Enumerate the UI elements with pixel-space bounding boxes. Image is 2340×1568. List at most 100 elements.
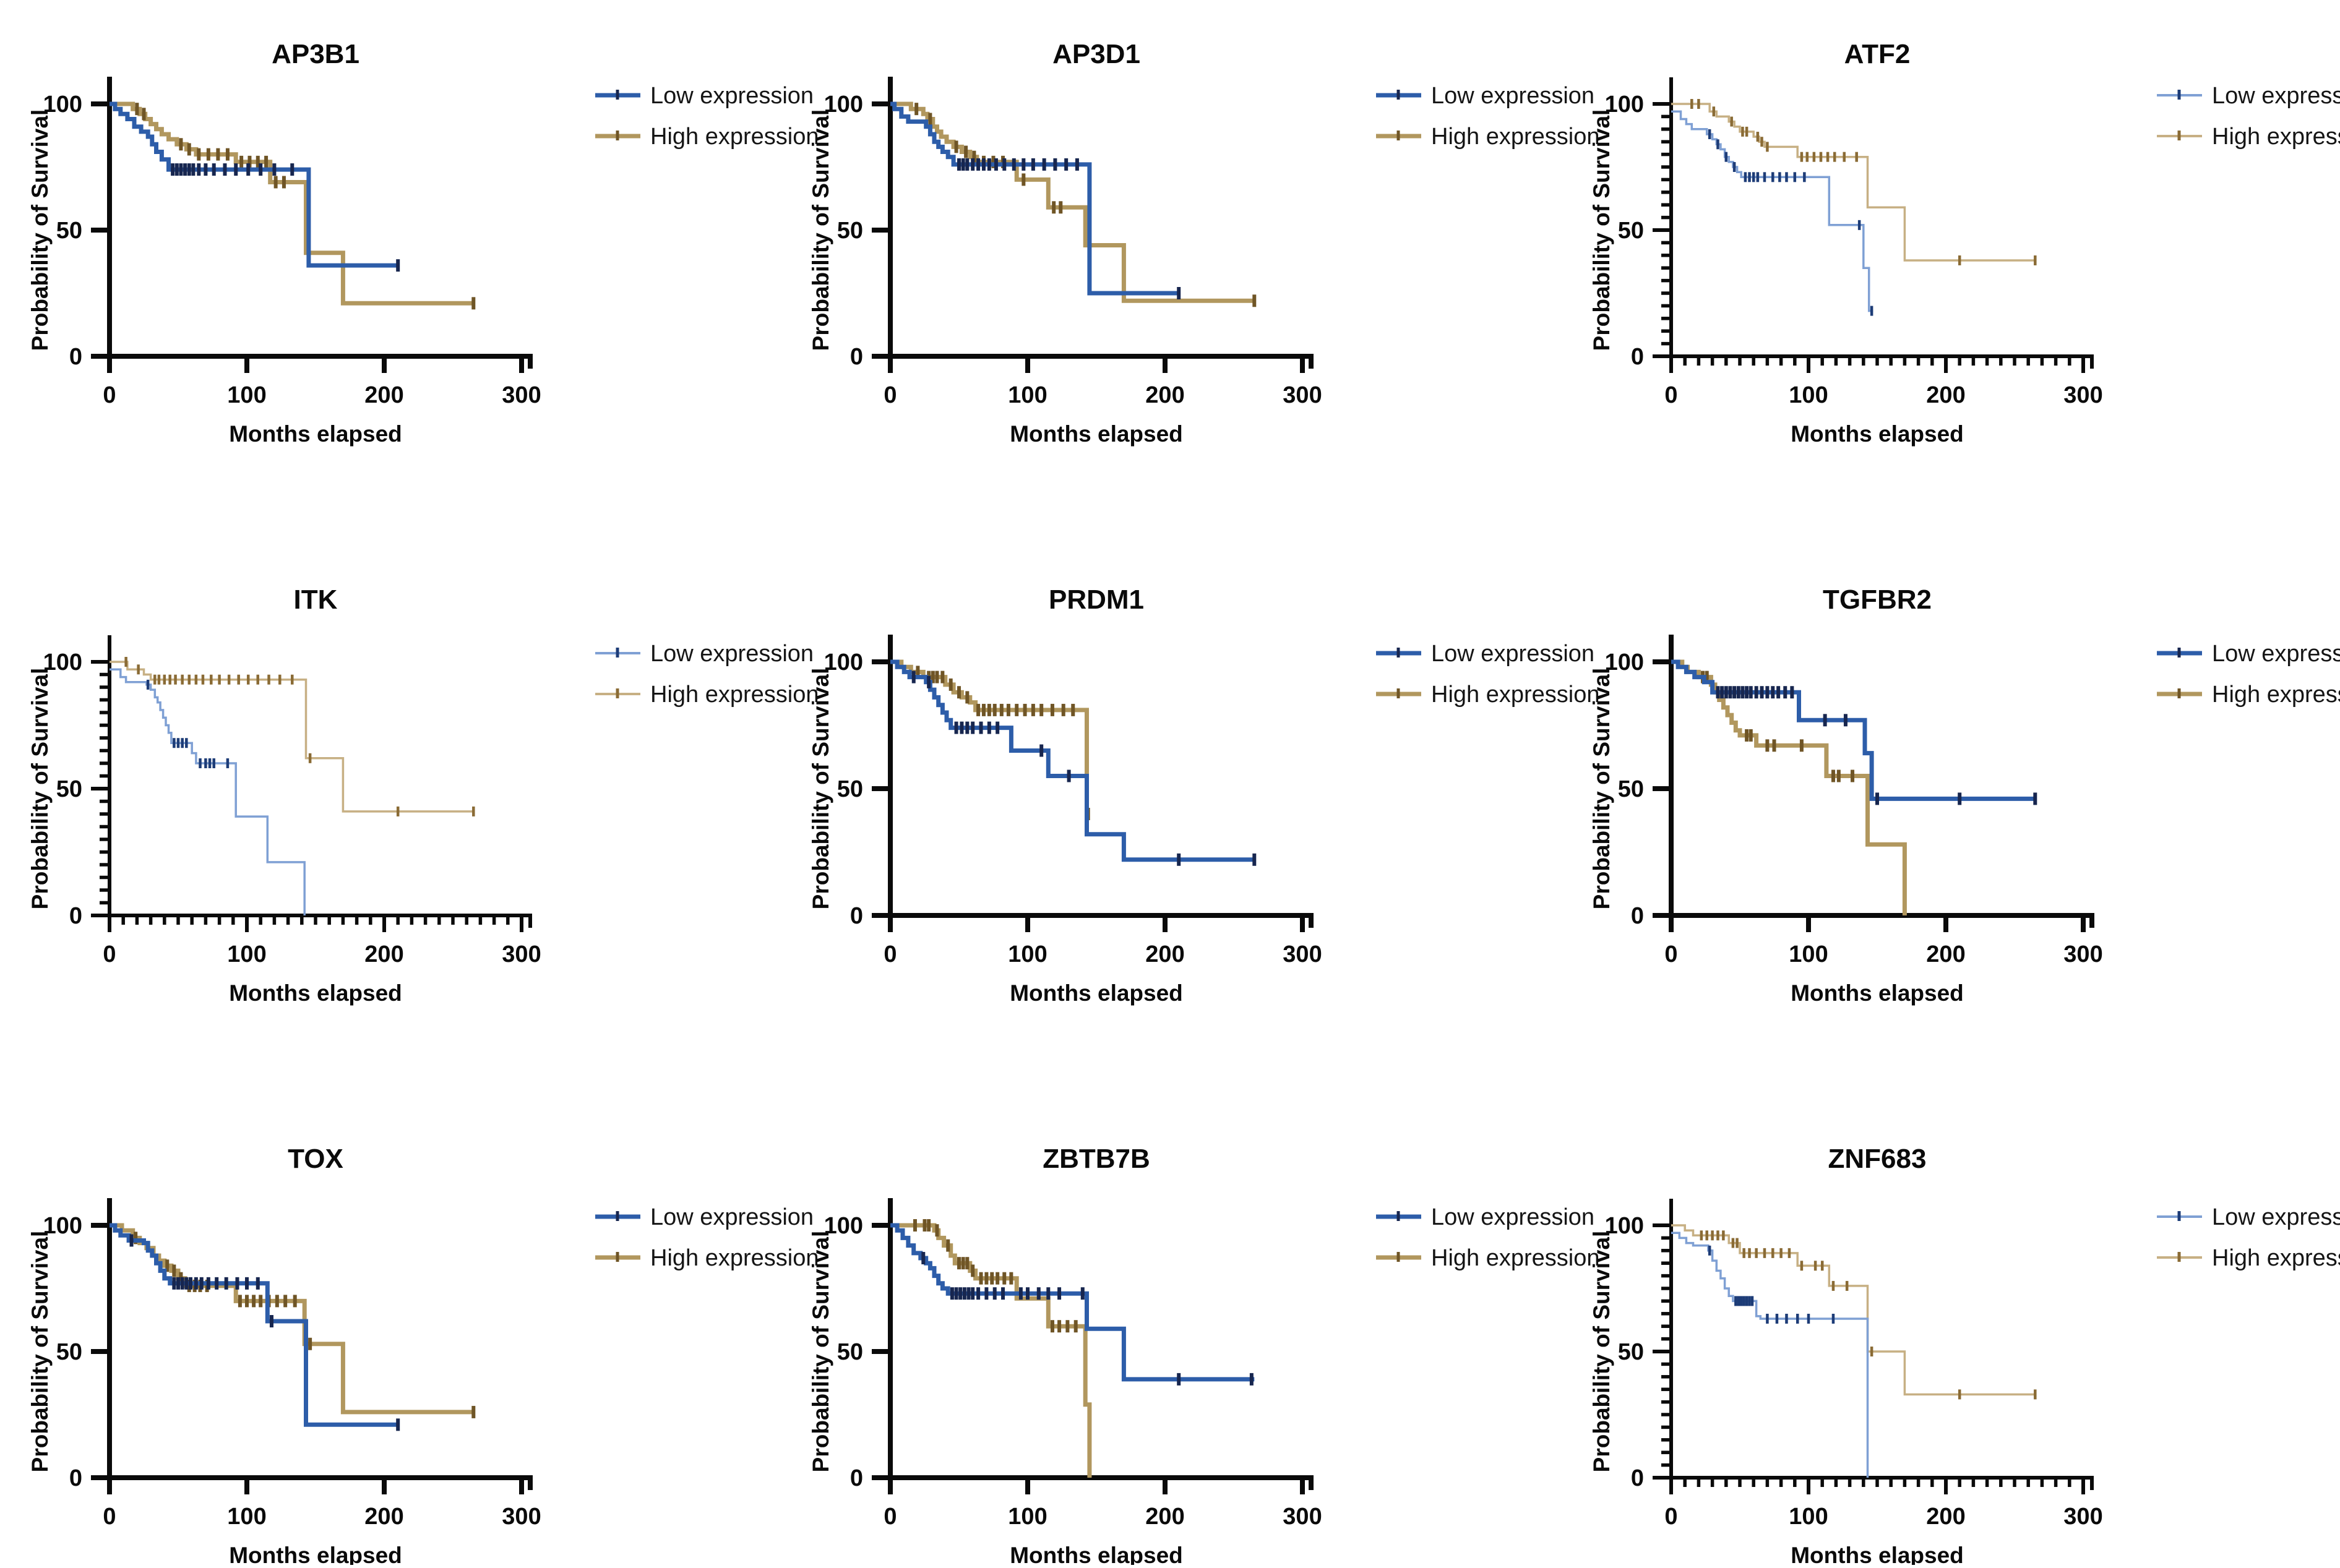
- censor-ticks-low: [146, 679, 230, 768]
- y-axis-title: Probability of Survival: [27, 1231, 53, 1473]
- legend-label-low: Low expression: [650, 83, 814, 109]
- panel-title-AP3D1: AP3D1: [1052, 39, 1140, 69]
- km-curve-low-expression: [110, 101, 398, 268]
- axes: [886, 1198, 1314, 1480]
- svg-text:100: 100: [1605, 92, 1644, 118]
- x-axis-title: Months elapsed: [229, 421, 402, 447]
- svg-text:100: 100: [1789, 941, 1828, 967]
- svg-text:200: 200: [364, 1504, 403, 1530]
- legend-item-low-expression: Low expression: [1376, 83, 1594, 109]
- censor-ticks-low: [921, 1252, 1254, 1386]
- km-curve-high-expression: [1671, 659, 1907, 915]
- svg-text:50: 50: [1618, 1339, 1644, 1365]
- tick-labels: 0 50 100 0 100 200 300: [43, 92, 541, 408]
- censor-ticks-high: [916, 666, 1090, 820]
- x-major-ticks: [1669, 356, 2085, 373]
- legend-item-high-expression: High expression: [595, 1245, 819, 1271]
- svg-text:100: 100: [227, 382, 266, 408]
- svg-text:100: 100: [824, 92, 863, 118]
- legend-item-low-expression: Low expression: [1376, 641, 1594, 667]
- censor-ticks-low: [1716, 686, 2037, 805]
- svg-text:0: 0: [1664, 1504, 1677, 1530]
- x-axis-title: Months elapsed: [1791, 421, 1964, 447]
- km-curve-low-expression: [1671, 659, 2036, 801]
- x-major-ticks: [107, 356, 524, 373]
- x-axis-title: Months elapsed: [1010, 980, 1183, 1006]
- svg-text:100: 100: [227, 1504, 266, 1530]
- minor-ticks: [1661, 114, 2071, 366]
- x-axis-title: Months elapsed: [229, 1543, 402, 1565]
- y-axis-title: Probability of Survival: [808, 1231, 833, 1473]
- km-survival-figure-grid: AP3B1 0 50 100 0 100 200 300 Months elapsed Proba…: [25, 10, 2340, 1568]
- svg-text:0: 0: [103, 941, 116, 967]
- axes: [886, 77, 1314, 359]
- censor-ticks-low: [1708, 129, 1873, 316]
- panel-TGFBR2: TGFBR2 0 50 100 0 100 200 300 Months elapsed Prob…: [1589, 585, 2340, 1006]
- svg-text:100: 100: [824, 649, 863, 675]
- panel-AP3B1: AP3B1 0 50 100 0 100 200 300 Months elapsed Proba…: [27, 39, 819, 447]
- panel-title-TGFBR2: TGFBR2: [1823, 585, 1932, 615]
- x-axis-title: Months elapsed: [1010, 1543, 1183, 1565]
- svg-text:100: 100: [1789, 382, 1828, 408]
- svg-text:300: 300: [502, 1504, 541, 1530]
- legend-item-high-expression: High expression: [2157, 1245, 2340, 1271]
- y-major-ticks: [91, 101, 110, 359]
- legend-item-high-expression: High expression: [595, 682, 819, 708]
- svg-text:0: 0: [103, 382, 116, 408]
- svg-text:200: 200: [1926, 382, 1965, 408]
- svg-text:200: 200: [1145, 1504, 1184, 1530]
- svg-text:0: 0: [1664, 941, 1677, 967]
- legend-label-low: Low expression: [2212, 1204, 2340, 1230]
- svg-text:100: 100: [43, 649, 82, 675]
- svg-text:100: 100: [824, 1213, 863, 1239]
- legend-item-low-expression: Low expression: [595, 1204, 814, 1230]
- legend-item-high-expression: High expression: [1376, 124, 1599, 150]
- svg-text:100: 100: [43, 92, 82, 118]
- legend-item-low-expression: Low expression: [2157, 641, 2340, 667]
- svg-text:100: 100: [1008, 941, 1047, 967]
- svg-text:50: 50: [837, 776, 863, 802]
- tick-labels: 0 50 100 0 100 200 300: [1605, 649, 2103, 967]
- svg-text:0: 0: [884, 1504, 897, 1530]
- svg-text:100: 100: [227, 941, 266, 967]
- svg-text:50: 50: [837, 218, 863, 244]
- censor-ticks-high: [913, 1219, 1078, 1333]
- legend-label-low: Low expression: [2212, 641, 2340, 667]
- legend-label-high: High expression: [1431, 682, 1599, 708]
- svg-text:200: 200: [1926, 941, 1965, 967]
- panel-ATF2: ATF2 0 50 100 0 100 200 300 Months elapsed Probab…: [1589, 39, 2340, 447]
- svg-text:0: 0: [69, 344, 82, 370]
- km-curve-high-expression: [890, 659, 1090, 816]
- legend: Low expression High expression: [595, 1204, 819, 1271]
- svg-text:200: 200: [1145, 382, 1184, 408]
- panel-PRDM1: PRDM1 0 50 100 0 100 200 300 Months elapsed Proba…: [808, 585, 1599, 1006]
- svg-text:100: 100: [43, 1213, 82, 1239]
- y-axis-title: Probability of Survival: [1589, 668, 1614, 910]
- censor-ticks-low: [1708, 1245, 1835, 1324]
- panel-ZBTB7B: ZBTB7B 0 50 100 0 100 200 300 Months elapsed Prob…: [808, 1144, 1599, 1568]
- svg-text:100: 100: [1008, 382, 1047, 408]
- km-curve-low-expression: [110, 668, 306, 915]
- censor-ticks-low: [957, 158, 1181, 299]
- legend-label-low: Low expression: [2212, 83, 2340, 109]
- y-major-ticks: [1653, 659, 1671, 918]
- km-curve-high-expression: [1671, 103, 2036, 262]
- censor-ticks-high: [1690, 99, 2037, 265]
- legend: Low expression High expression: [2157, 83, 2340, 150]
- svg-text:100: 100: [1605, 1213, 1644, 1239]
- legend-label-high: High expression: [1431, 124, 1599, 150]
- y-axis-title: Probability of Survival: [27, 668, 53, 910]
- censor-ticks-high: [124, 657, 475, 816]
- svg-text:300: 300: [2063, 382, 2102, 408]
- tick-labels: 0 50 100 0 100 200 300: [1605, 1213, 2103, 1530]
- km-curve-low-expression: [890, 659, 1255, 862]
- panel-title-AP3B1: AP3B1: [272, 39, 359, 69]
- tick-labels: 0 50 100 0 100 200 300: [43, 649, 541, 967]
- y-major-ticks: [1653, 102, 1671, 358]
- axes: [886, 635, 1314, 918]
- svg-text:50: 50: [56, 218, 82, 244]
- legend: Low expression High expression: [2157, 641, 2340, 708]
- panel-title-ITK: ITK: [294, 585, 338, 615]
- y-major-ticks: [91, 660, 110, 917]
- legend-item-high-expression: High expression: [1376, 1245, 1599, 1271]
